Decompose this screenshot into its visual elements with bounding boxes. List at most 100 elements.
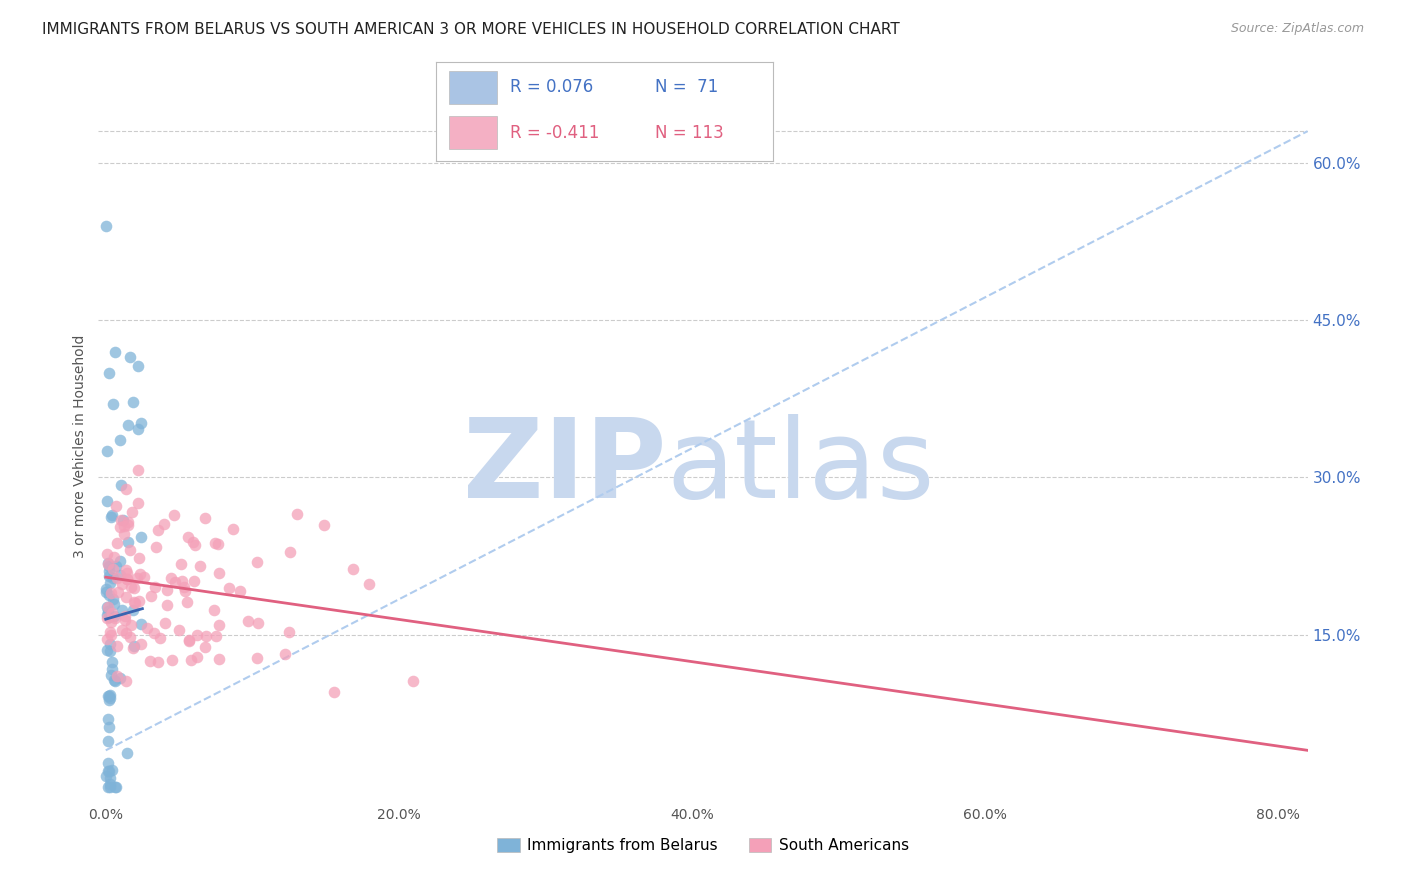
Point xyxy=(115,746,138,760)
Point xyxy=(107,668,129,682)
Point xyxy=(114,483,136,497)
Point xyxy=(127,422,149,436)
Text: atlas: atlas xyxy=(666,414,935,521)
Point xyxy=(111,603,134,617)
Point xyxy=(127,496,149,510)
Point xyxy=(274,647,297,661)
Point xyxy=(120,350,142,364)
Point xyxy=(155,615,177,630)
Point xyxy=(172,574,194,588)
Point xyxy=(118,630,141,644)
Point xyxy=(97,568,120,582)
Point xyxy=(173,583,195,598)
Point xyxy=(359,576,381,591)
Point xyxy=(98,720,121,734)
Point xyxy=(142,625,165,640)
Point xyxy=(135,620,157,634)
Point xyxy=(127,359,149,374)
Point xyxy=(155,583,177,598)
Point xyxy=(117,535,139,549)
Point xyxy=(96,219,118,233)
Point xyxy=(117,417,139,432)
Point xyxy=(194,511,217,525)
Point xyxy=(167,623,190,637)
Legend: Immigrants from Belarus, South Americans: Immigrants from Belarus, South Americans xyxy=(491,832,915,859)
Point xyxy=(101,508,124,522)
Point xyxy=(104,674,127,689)
Point xyxy=(238,614,260,628)
Point xyxy=(101,763,124,777)
Point xyxy=(98,688,121,702)
Point xyxy=(97,756,120,771)
Point xyxy=(103,673,125,687)
Point xyxy=(97,689,120,703)
Point xyxy=(98,777,121,791)
Point xyxy=(163,575,186,590)
Point xyxy=(202,603,225,617)
Point xyxy=(97,599,120,614)
Point xyxy=(208,566,231,581)
Bar xyxy=(450,117,496,149)
Text: Source: ZipAtlas.com: Source: ZipAtlas.com xyxy=(1230,22,1364,36)
Point xyxy=(103,562,125,576)
Point xyxy=(117,517,139,532)
Point xyxy=(115,563,138,577)
Bar xyxy=(450,71,496,103)
Point xyxy=(139,589,162,603)
Point xyxy=(173,580,195,594)
Point xyxy=(323,684,346,698)
Point xyxy=(105,571,128,585)
Point xyxy=(153,517,176,532)
Point xyxy=(122,595,145,609)
Point xyxy=(108,554,131,568)
Point xyxy=(100,606,122,620)
Point xyxy=(186,628,208,642)
Point xyxy=(180,653,202,667)
Point xyxy=(96,494,118,508)
Point xyxy=(229,584,252,599)
Point xyxy=(98,780,121,794)
Point xyxy=(105,535,128,549)
Point xyxy=(205,629,228,643)
Point xyxy=(177,530,200,544)
Point xyxy=(222,522,245,536)
Point xyxy=(208,618,231,632)
Point xyxy=(188,558,211,573)
Point xyxy=(312,518,335,533)
Point xyxy=(118,542,141,557)
Point xyxy=(98,625,121,640)
Point xyxy=(98,693,121,707)
Text: R = 0.076: R = 0.076 xyxy=(510,78,593,96)
Point xyxy=(127,463,149,477)
Point xyxy=(278,545,301,559)
Point xyxy=(105,639,128,653)
Point xyxy=(96,444,118,458)
Point xyxy=(100,644,122,658)
Point xyxy=(103,591,125,606)
Point xyxy=(139,654,162,668)
Point xyxy=(96,584,118,599)
Point xyxy=(402,673,425,688)
Point xyxy=(104,344,127,359)
Point xyxy=(97,733,120,747)
Point xyxy=(247,616,270,631)
Point xyxy=(176,594,198,608)
Point xyxy=(97,558,120,573)
Point xyxy=(108,433,131,447)
Point xyxy=(96,632,118,646)
Point xyxy=(194,640,217,655)
Point xyxy=(105,780,128,794)
Point xyxy=(97,558,120,572)
Point xyxy=(120,580,142,594)
Point xyxy=(96,547,118,561)
Point xyxy=(103,609,125,624)
Point xyxy=(115,591,138,605)
Point xyxy=(98,690,121,704)
Point xyxy=(103,550,125,565)
Point xyxy=(129,416,152,430)
Point xyxy=(112,519,135,533)
Point xyxy=(120,618,142,632)
Point xyxy=(100,509,122,524)
Point xyxy=(97,588,120,602)
Point xyxy=(179,634,201,648)
